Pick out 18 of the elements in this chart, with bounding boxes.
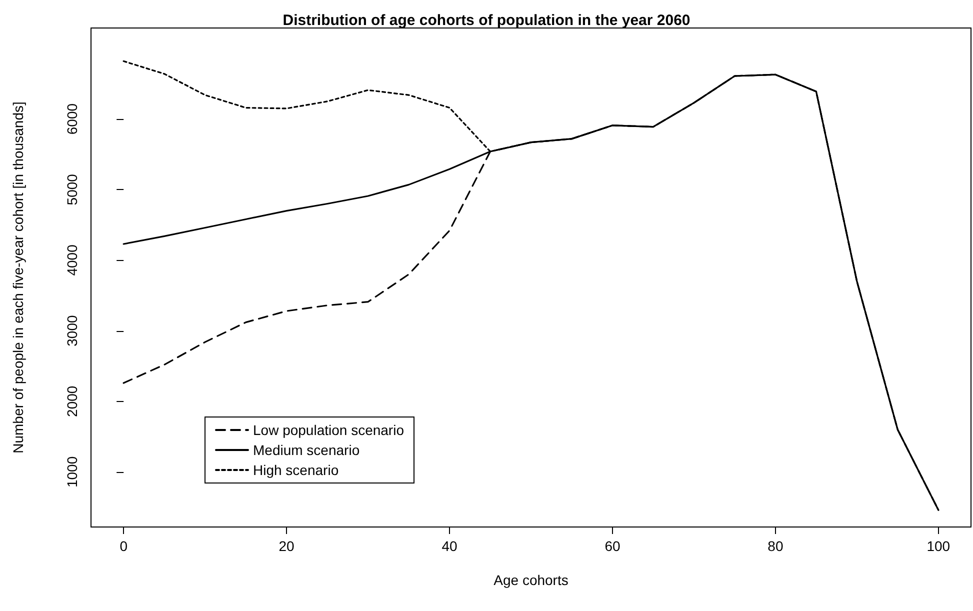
- y-tick-label: 6000: [64, 103, 80, 135]
- y-tick-label: 3000: [64, 315, 80, 346]
- x-tick-label: 80: [768, 538, 784, 554]
- x-tick-label: 60: [604, 538, 620, 554]
- y-tick-label: 2000: [64, 386, 80, 417]
- x-axis-title: Age cohorts: [494, 572, 568, 588]
- y-tick-label: 4000: [64, 244, 80, 276]
- legend-label: Medium scenario: [253, 442, 360, 458]
- y-tick-label: 1000: [64, 456, 80, 488]
- chart-title: Distribution of age cohorts of population in the year 2060: [282, 12, 690, 29]
- x-tick-label: 40: [442, 538, 458, 554]
- x-tick-label: 0: [120, 538, 128, 554]
- legend-label: Low population scenario: [253, 422, 404, 438]
- y-tick-label: 5000: [64, 174, 80, 206]
- legend-label: High scenario: [253, 462, 339, 478]
- y-axis-title: Number of people in each five-year cohort [in thousands]: [10, 102, 26, 454]
- x-tick-label: 20: [278, 538, 295, 554]
- x-tick-label: 100: [926, 538, 950, 554]
